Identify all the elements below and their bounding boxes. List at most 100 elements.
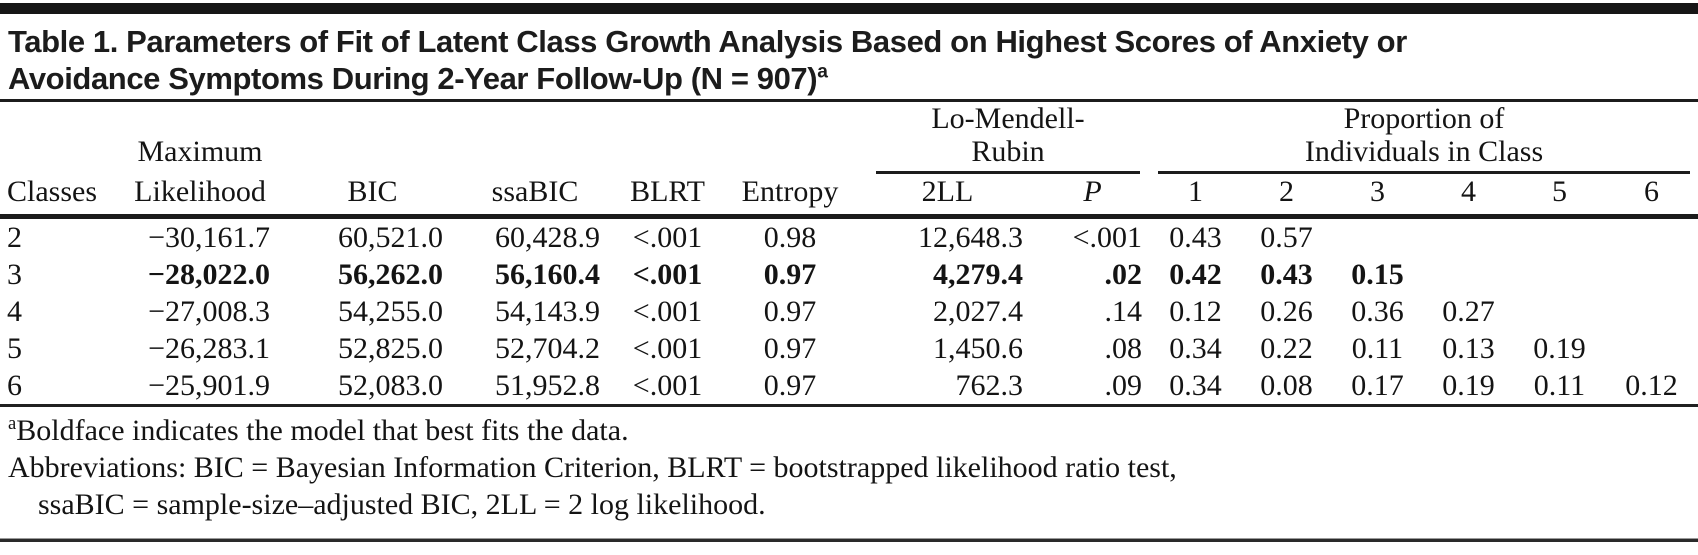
cell-2ll: 1,450.6 <box>933 332 1023 365</box>
header-2ll: 2LL <box>860 174 1035 219</box>
table-row: 6 −25,901.9 52,083.0 51,952.8 <.001 0.97… <box>0 367 1698 407</box>
footnote-boldface: aBoldface indicates the model that best … <box>8 413 629 447</box>
cell-bic: 56,262.0 <box>338 258 443 291</box>
header-class-6: 6 <box>1605 174 1698 219</box>
title-footnote-marker: a <box>817 61 828 83</box>
cell-ssabic: 54,143.9 <box>495 295 600 328</box>
cell-p-value: <.001 <box>1072 221 1142 254</box>
header-bic: BIC <box>290 174 455 219</box>
proportion-group-line1: Proportion of <box>1343 102 1505 135</box>
cell-prop-6 <box>1605 217 1698 257</box>
header-class-2: 2 <box>1241 174 1332 219</box>
cell-classes: 5 <box>7 332 22 365</box>
cell-bic: 60,521.0 <box>338 221 443 254</box>
cell-max-likelihood: −27,008.3 <box>148 295 270 328</box>
footnote-abbreviations-line1: Abbreviations: BIC = Bayesian Informatio… <box>8 451 1177 484</box>
cell-prop-1: 0.34 <box>1169 332 1222 365</box>
cell-p-value: .14 <box>1104 295 1143 328</box>
cell-prop-1: 0.34 <box>1150 367 1241 407</box>
cell-prop-1: 0.12 <box>1169 295 1222 328</box>
cell-p-value: .08 <box>1104 332 1143 365</box>
cell-prop-3 <box>1332 217 1423 257</box>
cell-prop-1: 0.42 <box>1169 258 1222 291</box>
lmr-group-line2: Rubin <box>971 135 1045 168</box>
header-group-lo-mendell-rubin: Lo-Mendell- Rubin <box>860 102 1150 174</box>
cell-entropy: 0.97 <box>763 258 817 291</box>
cell-p-value: .09 <box>1035 367 1150 407</box>
table-row: 4 −27,008.3 54,255.0 54,143.9 <.001 0.97… <box>0 293 1698 330</box>
header-spacer <box>290 102 860 174</box>
cell-bic: 52,083.0 <box>290 367 455 407</box>
header-group-proportion: Proportion of Individuals in Class <box>1150 102 1698 174</box>
table-row-best-fit: 3 −28,022.0 56,262.0 56,160.4 <.001 0.97… <box>0 256 1698 293</box>
cell-prop-1: 0.43 <box>1169 221 1222 254</box>
cell-prop-4: 0.27 <box>1442 295 1495 328</box>
cell-2ll: 4,279.4 <box>933 258 1023 291</box>
cell-prop-5 <box>1514 293 1605 330</box>
header-class-4: 4 <box>1423 174 1514 219</box>
cell-2ll: 2,027.4 <box>933 295 1023 328</box>
cell-entropy: 0.97 <box>720 367 860 407</box>
cell-classes: 6 <box>0 367 110 407</box>
footnote-abbreviations-line2: ssaBIC = sample-size–adjusted BIC, 2LL =… <box>38 488 766 521</box>
cell-entropy: 0.97 <box>763 332 817 365</box>
header-likelihood: Likelihood <box>110 174 290 219</box>
cell-max-likelihood: −26,283.1 <box>148 332 270 365</box>
table-title: Table 1. Parameters of Fit of Latent Cla… <box>0 14 1698 102</box>
cell-blrt: <.001 <box>632 258 703 291</box>
cell-prop-6 <box>1605 293 1698 330</box>
lmr-group-line1: Lo-Mendell- <box>931 102 1085 135</box>
table-title-line2: Avoidance Symptoms During 2-Year Follow-… <box>8 61 828 96</box>
cell-ssabic: 60,428.9 <box>495 221 600 254</box>
cell-classes: 3 <box>7 258 22 291</box>
cell-prop-3: 0.15 <box>1351 258 1404 291</box>
cell-ssabic: 51,952.8 <box>455 367 615 407</box>
cell-prop-4: 0.19 <box>1423 367 1514 407</box>
cell-blrt: <.001 <box>632 221 703 254</box>
cell-prop-2: 0.22 <box>1260 332 1313 365</box>
cell-prop-5: 0.11 <box>1514 367 1605 407</box>
cell-bic: 52,825.0 <box>338 332 443 365</box>
header-entropy: Entropy <box>720 174 860 219</box>
header-ssabic: ssaBIC <box>455 174 615 219</box>
cell-blrt: <.001 <box>632 332 703 365</box>
header-class-1: 1 <box>1150 174 1241 219</box>
cell-blrt: <.001 <box>615 367 720 407</box>
table-footnotes: aBoldface indicates the model that best … <box>0 407 1698 523</box>
bottom-rule-bar <box>0 538 1698 542</box>
cell-prop-3: 0.11 <box>1351 332 1404 365</box>
cell-2ll: 12,648.3 <box>918 221 1023 254</box>
cell-ssabic: 52,704.2 <box>495 332 600 365</box>
cell-max-likelihood: −30,161.7 <box>148 221 270 254</box>
header-p-value: P <box>1035 174 1150 219</box>
cell-prop-4 <box>1423 256 1514 293</box>
cell-prop-6 <box>1605 330 1698 367</box>
cell-prop-5: 0.19 <box>1533 332 1586 365</box>
cell-prop-5 <box>1514 256 1605 293</box>
cell-classes: 2 <box>7 221 22 254</box>
cell-classes: 4 <box>7 295 22 328</box>
cell-prop-2: 0.26 <box>1260 295 1313 328</box>
table-title-line1: Table 1. Parameters of Fit of Latent Cla… <box>8 24 1407 59</box>
cell-prop-2: 0.57 <box>1260 221 1313 254</box>
cell-prop-5 <box>1514 217 1605 257</box>
cell-prop-3: 0.36 <box>1351 295 1404 328</box>
fit-parameters-table: Maximum Lo-Mendell- Rubin Proportion of … <box>0 102 1698 407</box>
header-class-3: 3 <box>1332 174 1423 219</box>
header-classes: Classes <box>0 174 110 219</box>
cell-bic: 54,255.0 <box>338 295 443 328</box>
cell-prop-3: 0.17 <box>1332 367 1423 407</box>
header-label-row: Classes Likelihood BIC ssaBIC BLRT Entro… <box>0 174 1698 219</box>
cell-prop-6: 0.12 <box>1605 367 1698 407</box>
cell-entropy: 0.97 <box>763 295 817 328</box>
cell-p-value: .02 <box>1104 258 1143 291</box>
cell-2ll: 762.3 <box>860 367 1035 407</box>
cell-prop-2: 0.43 <box>1260 258 1313 291</box>
header-blrt: BLRT <box>615 174 720 219</box>
top-rule-bar <box>0 3 1698 14</box>
table-row: 5 −26,283.1 52,825.0 52,704.2 <.001 0.97… <box>0 330 1698 367</box>
cell-blrt: <.001 <box>632 295 703 328</box>
header-spacer <box>0 102 110 174</box>
cell-prop-6 <box>1605 256 1698 293</box>
